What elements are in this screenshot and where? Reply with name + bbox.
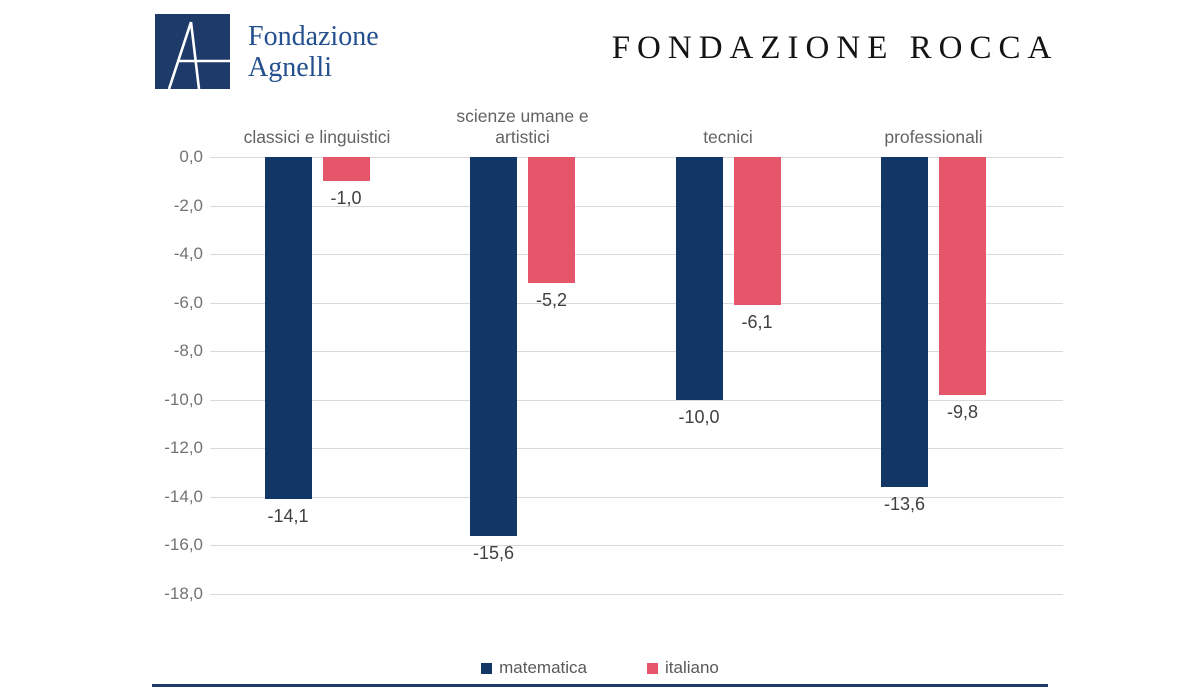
bar-value-label: -13,6 xyxy=(883,494,926,515)
bar-value-label: -1,0 xyxy=(330,188,362,209)
logo-line1: Fondazione xyxy=(248,21,379,52)
gridline xyxy=(210,254,1063,256)
bar-italiano xyxy=(939,157,986,395)
bar-value-label: -9,8 xyxy=(946,401,979,422)
gridline xyxy=(210,302,1063,304)
gridline xyxy=(210,351,1063,353)
gridline xyxy=(210,496,1063,498)
bar-italiano xyxy=(733,157,781,306)
legend-label-italiano: italiano xyxy=(665,658,719,677)
legend-item-matematica: matematica xyxy=(481,658,587,678)
fondazione-agnelli-logo-icon xyxy=(155,14,230,89)
legend-item-italiano: italiano xyxy=(647,658,719,678)
bar-italiano xyxy=(528,157,575,284)
y-axis-tick-label: 0,0 xyxy=(179,147,203,166)
gridline xyxy=(210,399,1063,401)
bar-italiano xyxy=(322,157,370,182)
y-axis-tick-label: -12,0 xyxy=(164,438,203,458)
legend-swatch-italiano-icon xyxy=(647,662,658,674)
gridline xyxy=(210,545,1063,547)
y-axis-tick-label: -8,0 xyxy=(173,341,203,361)
y-axis-tick-label: -2,0 xyxy=(173,195,203,215)
bar-matematica xyxy=(264,157,312,500)
bar-matematica xyxy=(470,157,517,536)
bar-value-label: -15,6 xyxy=(472,542,515,563)
category-label: tecnici xyxy=(703,127,753,147)
chart-legend: matematica italiano xyxy=(0,658,1200,678)
page-title: FONDAZIONE ROCCA xyxy=(611,30,1059,66)
legend-swatch-matematica-icon xyxy=(481,662,493,674)
logo-wordmark: Fondazione Agnelli xyxy=(248,21,379,83)
gridline xyxy=(210,205,1063,207)
bar-matematica xyxy=(675,157,723,400)
y-axis-tick-label: -14,0 xyxy=(164,486,203,506)
bar-value-label: -10,0 xyxy=(678,406,720,427)
gridline xyxy=(210,594,1063,596)
y-axis-tick-label: -18,0 xyxy=(164,584,203,604)
legend-label-matematica: matematica xyxy=(499,658,587,677)
bar-value-label: -6,1 xyxy=(741,312,773,333)
y-axis-tick-label: -4,0 xyxy=(173,244,203,264)
gridline xyxy=(210,157,1063,158)
bar-matematica xyxy=(881,157,928,488)
footer-accent-bar xyxy=(152,684,1048,687)
category-label: classici e linguistici xyxy=(243,127,391,147)
y-axis-tick-label: -10,0 xyxy=(164,389,203,409)
category-label: scienze umane e artistici xyxy=(456,106,589,147)
bar-value-label: -14,1 xyxy=(267,506,309,527)
y-axis-tick-label: -16,0 xyxy=(164,535,203,555)
y-axis-tick-label: -6,0 xyxy=(173,292,203,312)
category-label: professionali xyxy=(884,127,983,147)
bar-value-label: -5,2 xyxy=(535,290,568,311)
logo-line2: Agnelli xyxy=(248,52,332,83)
gridline xyxy=(210,448,1063,450)
